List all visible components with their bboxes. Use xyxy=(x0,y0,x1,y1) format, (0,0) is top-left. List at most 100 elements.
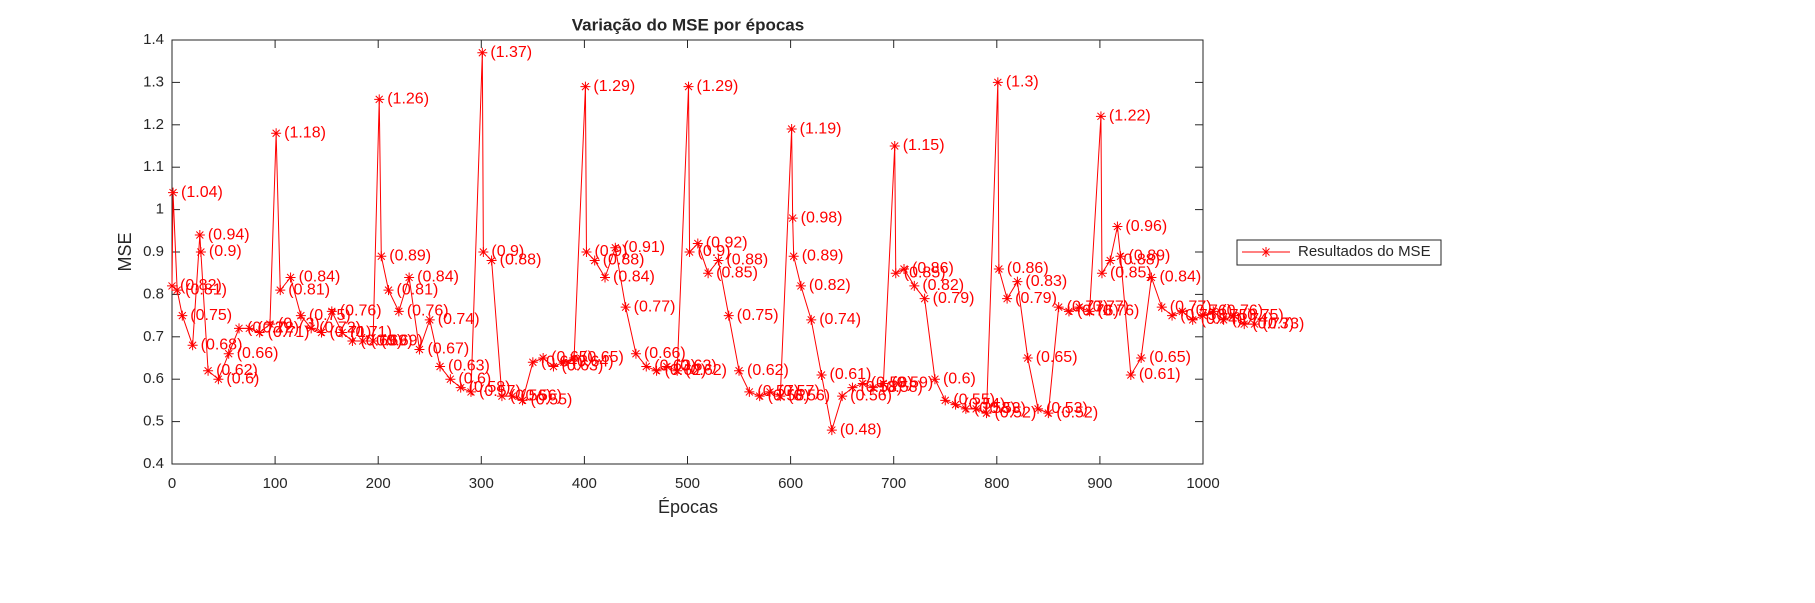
x-tick-label: 900 xyxy=(1087,475,1112,492)
data-label: (0.77) xyxy=(1087,298,1129,315)
y-tick-label: 1 xyxy=(156,201,164,218)
data-label: (0.88) xyxy=(1118,252,1160,269)
y-tick-label: 0.6 xyxy=(143,370,164,387)
marker xyxy=(857,378,868,389)
marker xyxy=(424,314,435,325)
marker xyxy=(569,353,580,363)
marker xyxy=(1053,302,1064,313)
data-label: (1.22) xyxy=(1109,108,1151,125)
data-label: (0.79) xyxy=(933,290,975,307)
data-label: (1.19) xyxy=(800,120,842,137)
data-label: (0.76) xyxy=(340,303,382,320)
marker xyxy=(786,124,797,135)
marker xyxy=(630,348,641,359)
x-tick-label: 500 xyxy=(675,475,700,492)
data-label: (0.62) xyxy=(747,362,789,379)
marker xyxy=(826,425,837,436)
marker xyxy=(527,357,538,368)
marker xyxy=(445,374,456,385)
marker xyxy=(383,285,394,296)
data-label: (1.15) xyxy=(903,137,945,154)
marker xyxy=(672,365,683,376)
marker xyxy=(1074,302,1085,313)
marker xyxy=(538,353,549,363)
data-label: (0.9) xyxy=(209,243,242,260)
data-label: (0.56) xyxy=(768,387,810,404)
marker xyxy=(620,302,631,313)
data-label: (0.57) xyxy=(778,383,820,400)
marker xyxy=(641,361,652,372)
marker xyxy=(1146,272,1157,283)
marker xyxy=(393,306,404,317)
marker xyxy=(806,314,817,325)
data-label: (0.75) xyxy=(737,307,779,324)
marker xyxy=(788,251,799,262)
marker xyxy=(177,310,188,321)
data-label: (0.88) xyxy=(603,252,645,269)
data-label: (0.73) xyxy=(1263,315,1305,332)
legend-box xyxy=(1236,239,1442,266)
marker xyxy=(919,293,930,304)
marker xyxy=(1156,302,1167,313)
data-label: (0.71) xyxy=(268,324,310,341)
marker xyxy=(1022,353,1033,363)
marker xyxy=(275,285,286,296)
x-tick-label: 600 xyxy=(778,475,803,492)
marker xyxy=(816,369,827,380)
marker xyxy=(692,238,703,249)
x-tick-label: 0 xyxy=(168,475,176,492)
marker xyxy=(195,247,206,257)
data-label: (0.55) xyxy=(953,392,995,409)
data-label: (0.84) xyxy=(1159,269,1201,286)
marker xyxy=(1125,369,1136,380)
y-tick-label: 1.1 xyxy=(143,158,164,175)
marker xyxy=(1239,319,1250,330)
marker xyxy=(168,187,179,198)
marker xyxy=(1115,251,1126,262)
data-label: (0.53) xyxy=(984,400,1026,417)
data-label: (0.96) xyxy=(1125,218,1167,235)
marker xyxy=(775,391,786,402)
marker xyxy=(326,306,337,317)
marker xyxy=(878,378,889,389)
marker xyxy=(581,247,592,257)
data-label: (1.3) xyxy=(1006,74,1039,91)
marker xyxy=(1228,310,1239,321)
data-label: (0.75) xyxy=(1242,307,1284,324)
marker xyxy=(992,77,1003,88)
data-label: (0.82) xyxy=(180,277,222,294)
marker xyxy=(1208,306,1219,317)
legend: Resultados do MSE xyxy=(1236,239,1442,266)
data-label: (0.57) xyxy=(757,383,799,400)
marker xyxy=(376,251,387,262)
data-label: (0.61) xyxy=(1139,366,1181,383)
marker xyxy=(610,242,621,253)
data-label: (0.75) xyxy=(309,307,351,324)
data-label: (0.58) xyxy=(469,379,511,396)
data-label: (0.92) xyxy=(706,235,748,252)
data-label: (0.52) xyxy=(1056,404,1098,421)
data-label: (0.66) xyxy=(644,345,686,362)
marker xyxy=(465,386,476,397)
data-label: (0.66) xyxy=(237,345,279,362)
data-label: (0.82) xyxy=(922,277,964,294)
data-label: (0.94) xyxy=(208,226,250,243)
marker xyxy=(661,361,672,372)
marker xyxy=(1198,310,1208,321)
data-label: (0.69) xyxy=(360,332,402,349)
x-tick-label: 300 xyxy=(469,475,494,492)
y-tick-label: 0.4 xyxy=(143,455,164,472)
marker xyxy=(787,213,798,224)
data-label: (0.62) xyxy=(216,362,258,379)
y-tick-label: 1.4 xyxy=(143,31,164,48)
marker xyxy=(929,374,940,385)
y-axis-label: MSE xyxy=(115,232,135,271)
marker xyxy=(414,344,425,355)
marker xyxy=(713,255,724,266)
data-label: (0.98) xyxy=(801,209,843,226)
marker xyxy=(1249,319,1260,330)
data-label: (0.68) xyxy=(201,336,243,353)
marker xyxy=(909,280,920,291)
